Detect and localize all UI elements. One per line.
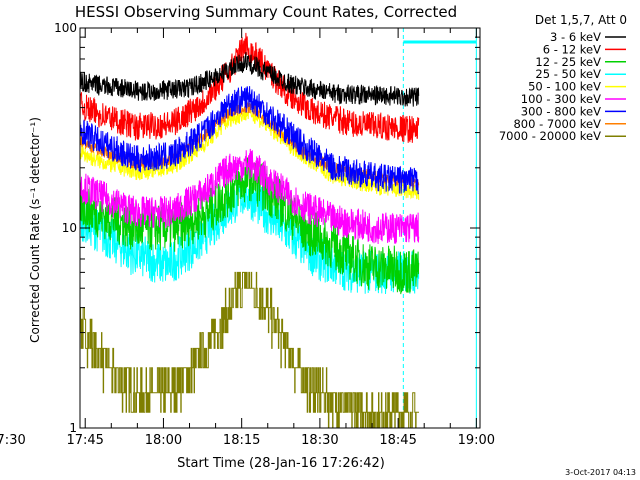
legend-header: Det 1,5,7, Att 0 xyxy=(535,13,627,27)
y-tick-label: 10 xyxy=(62,221,77,235)
series-line xyxy=(80,52,420,107)
series-line xyxy=(80,148,420,245)
series-line xyxy=(80,104,420,200)
x-tick-label: 18:30 xyxy=(301,433,338,448)
series-line xyxy=(80,271,419,428)
x-tick-label: 19:00 xyxy=(458,433,495,448)
legend-label: 800 - 7000 keV xyxy=(513,117,601,131)
legend-label: 7000 - 20000 keV xyxy=(499,129,601,143)
series-line xyxy=(80,155,420,295)
y-axis-label: Corrected Count Rate (s⁻¹ detector⁻¹) xyxy=(28,117,42,343)
x-tick-label: 17:30 xyxy=(0,433,26,448)
series-line xyxy=(80,86,419,195)
x-tick-label: 18:15 xyxy=(223,433,260,448)
legend-label: 300 - 800 keV xyxy=(521,104,601,118)
y-tick-label: 1 xyxy=(69,421,77,435)
legend-label: 3 - 6 keV xyxy=(550,30,601,44)
y-tick-label: 100 xyxy=(54,21,77,35)
night-label: N xyxy=(66,38,73,48)
x-tick-label: 18:45 xyxy=(379,433,416,448)
chart-title: HESSI Observing Summary Count Rates, Cor… xyxy=(75,3,457,21)
legend-label: 25 - 50 keV xyxy=(535,67,601,81)
legend-label: 6 - 12 keV xyxy=(543,42,601,56)
x-axis-label: Start Time (28-Jan-16 17:26:42) xyxy=(177,456,385,471)
legend-label: 100 - 300 keV xyxy=(521,92,601,106)
legend-label: 50 - 100 keV xyxy=(528,80,601,94)
x-tick-label: 17:45 xyxy=(66,433,103,448)
footer-date: 3-Oct-2017 04:13 xyxy=(565,468,636,477)
legend-label: 12 - 25 keV xyxy=(535,55,601,69)
x-tick-label: 18:00 xyxy=(145,433,182,448)
